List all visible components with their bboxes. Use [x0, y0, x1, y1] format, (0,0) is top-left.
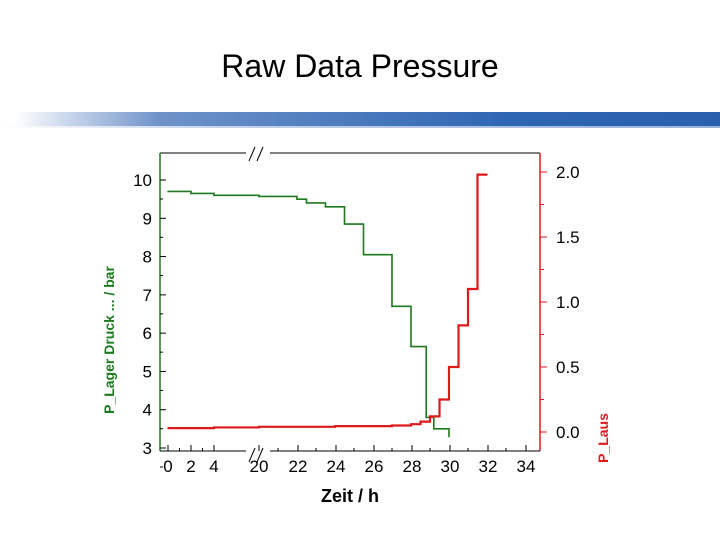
series-left-point-11 — [425, 416, 428, 419]
series-left-point-4 — [296, 198, 298, 200]
axis-break-top — [248, 146, 264, 162]
y-right-tick-label-0.5: 0.5 — [556, 358, 580, 377]
y-right-tick-label-2: 2.0 — [556, 163, 580, 182]
y-left-tick-label-9: 9 — [143, 209, 152, 228]
x-tick-label-24: 24 — [327, 457, 346, 476]
series-right-point-12 — [448, 366, 450, 368]
y-right-tick-label-1: 1.0 — [556, 293, 580, 312]
x-tick-label-28: 28 — [403, 457, 422, 476]
axis-break-top-stroke-1 — [248, 146, 256, 162]
axis-break-bottom-stroke-2 — [256, 447, 264, 463]
series-right-point-15 — [476, 173, 479, 176]
x-axis-label: Zeit / h — [321, 486, 379, 506]
series-left-point-5 — [305, 202, 308, 204]
series-right-point-14 — [467, 288, 469, 290]
x-tick-label-2: 2 — [186, 457, 195, 476]
series-right-point-10 — [429, 415, 431, 418]
series-right-point-4 — [296, 426, 298, 428]
series-right-point-13 — [457, 324, 460, 327]
series-left-point-9 — [391, 305, 393, 308]
series-left-point-2 — [213, 194, 215, 197]
series-left-point-3 — [258, 195, 260, 198]
y-left-tick-label-8: 8 — [143, 248, 152, 267]
x-tick-label-0: 0 — [163, 457, 172, 476]
x-tick-label-22: 22 — [289, 457, 308, 476]
series-right-point-3 — [258, 426, 260, 428]
series-left-point-6 — [324, 206, 327, 208]
series-line-right — [168, 173, 487, 430]
axis-break-top-stroke-2 — [256, 146, 264, 162]
series-left-point-7 — [343, 223, 346, 225]
y-right-axis-label: P_Laus — [595, 413, 611, 463]
x-tick-label-20: 20 — [250, 457, 269, 476]
series-right-point-5 — [334, 425, 336, 427]
axis-break-bottom — [248, 447, 264, 463]
y-right-tick-label-1.5: 1.5 — [556, 228, 580, 247]
x-tick-label-34: 34 — [517, 457, 536, 476]
x-tick-label-26: 26 — [365, 457, 384, 476]
y-left-tick-label-3: 3 — [143, 439, 152, 458]
x-tick-label-30: 30 — [441, 457, 460, 476]
series-right-point-11 — [438, 398, 441, 401]
series-left-point-13 — [448, 435, 450, 438]
series-left-point-8 — [362, 253, 365, 256]
series-left-point-12 — [433, 428, 435, 430]
series-right-point-6 — [372, 425, 374, 427]
series-right-point-1 — [190, 427, 192, 429]
series-right-point-7 — [391, 424, 393, 427]
x-tick-label-32: 32 — [479, 457, 498, 476]
y-left-tick-label-4: 4 — [143, 401, 152, 420]
series-right-point-16 — [486, 173, 488, 176]
title-rule — [0, 112, 720, 126]
y-left-tick-label-6: 6 — [143, 324, 152, 343]
series-line-left — [168, 190, 450, 437]
series-right-point-2 — [213, 426, 215, 429]
axis-break-bottom-stroke-1 — [248, 447, 256, 463]
y-right-tick-label-0: 0.0 — [556, 423, 580, 442]
series-left-point-1 — [190, 192, 192, 195]
series-right-point-8 — [410, 423, 412, 426]
y-left-axis-label: P_Lager Druck ... / bar — [101, 266, 117, 414]
title-rule-shadow — [0, 126, 720, 128]
y-left-tick-label-5: 5 — [143, 362, 152, 381]
series-right-point-9 — [419, 420, 422, 423]
slide-title: Raw Data Pressure — [221, 48, 499, 84]
series-left-point-0 — [167, 190, 169, 193]
x-tick-label-4: 4 — [209, 457, 218, 476]
y-left-tick-label-10: 10 — [133, 171, 152, 190]
series-left-point-10 — [410, 345, 412, 348]
series-right-point-0 — [167, 427, 169, 429]
y-left-tick-label-7: 7 — [143, 286, 152, 305]
